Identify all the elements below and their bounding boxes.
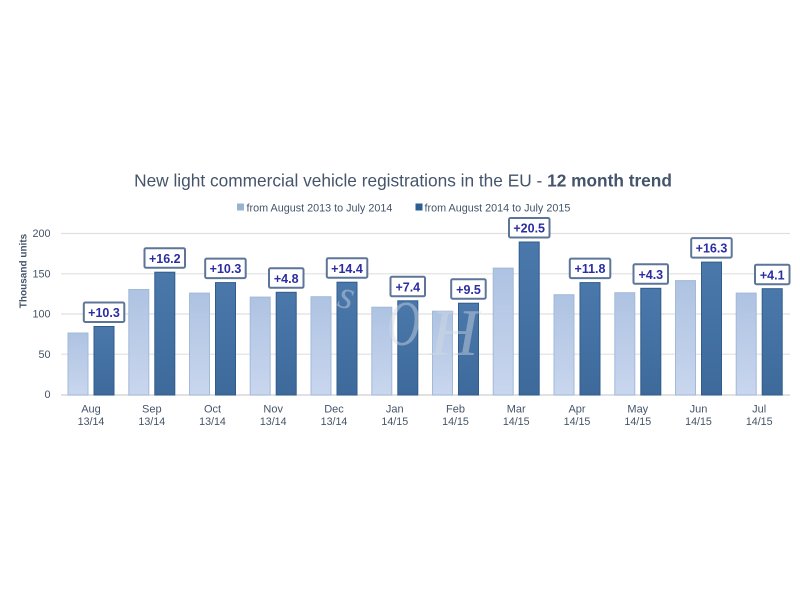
svg-text:Nov: Nov bbox=[263, 403, 283, 415]
svg-text:H: H bbox=[429, 296, 482, 370]
svg-text:14/15: 14/15 bbox=[746, 416, 773, 428]
svg-text:Mar: Mar bbox=[507, 403, 526, 415]
svg-text:14/15: 14/15 bbox=[381, 416, 408, 428]
svg-text:+10.3: +10.3 bbox=[88, 306, 120, 320]
svg-text:+16.2: +16.2 bbox=[149, 252, 181, 266]
svg-text:200: 200 bbox=[32, 228, 50, 240]
svg-text:14/15: 14/15 bbox=[442, 416, 469, 428]
svg-text:50: 50 bbox=[38, 349, 50, 361]
svg-text:13/14: 13/14 bbox=[199, 416, 226, 428]
svg-text:Jul: Jul bbox=[752, 403, 766, 415]
svg-text:0: 0 bbox=[44, 389, 50, 401]
svg-text:13/14: 13/14 bbox=[78, 416, 105, 428]
svg-text:+14.4: +14.4 bbox=[331, 262, 363, 276]
svg-text:Jun: Jun bbox=[690, 403, 708, 415]
svg-text:O: O bbox=[387, 289, 420, 360]
svg-text:+7.4: +7.4 bbox=[395, 280, 420, 294]
svg-text:New light commercial vehicle r: New light commercial vehicle registratio… bbox=[134, 170, 672, 190]
svg-text:Aug: Aug bbox=[81, 403, 101, 415]
svg-text:from August 2014 to July 2015: from August 2014 to July 2015 bbox=[425, 202, 571, 214]
svg-text:Oct: Oct bbox=[204, 403, 221, 415]
svg-text:Jan: Jan bbox=[386, 403, 404, 415]
svg-text:14/15: 14/15 bbox=[503, 416, 530, 428]
svg-text:+4.3: +4.3 bbox=[638, 268, 663, 282]
svg-text:100: 100 bbox=[32, 309, 50, 321]
svg-text:Sep: Sep bbox=[142, 403, 162, 415]
svg-text:150: 150 bbox=[32, 269, 50, 281]
svg-text:Apr: Apr bbox=[568, 403, 585, 415]
svg-text:from August 2013 to July 2014: from August 2013 to July 2014 bbox=[247, 202, 393, 214]
svg-text:+10.3: +10.3 bbox=[210, 262, 242, 276]
svg-text:Feb: Feb bbox=[446, 403, 465, 415]
svg-text:+11.8: +11.8 bbox=[575, 262, 606, 276]
svg-text:14/15: 14/15 bbox=[685, 416, 712, 428]
svg-text:14/15: 14/15 bbox=[564, 416, 591, 428]
svg-text:14/15: 14/15 bbox=[624, 416, 651, 428]
svg-text:Dec: Dec bbox=[324, 403, 344, 415]
svg-text:13/14: 13/14 bbox=[138, 416, 165, 428]
svg-text:+20.5: +20.5 bbox=[513, 222, 545, 236]
svg-text:+4.1: +4.1 bbox=[760, 268, 785, 282]
svg-text:May: May bbox=[627, 403, 648, 415]
svg-text:13/14: 13/14 bbox=[321, 416, 348, 428]
svg-text:+16.3: +16.3 bbox=[696, 242, 728, 256]
svg-text:Thousand units: Thousand units bbox=[19, 233, 30, 308]
svg-text:+9.5: +9.5 bbox=[456, 283, 481, 297]
svg-text:+4.8: +4.8 bbox=[274, 272, 299, 286]
svg-text:13/14: 13/14 bbox=[260, 416, 287, 428]
